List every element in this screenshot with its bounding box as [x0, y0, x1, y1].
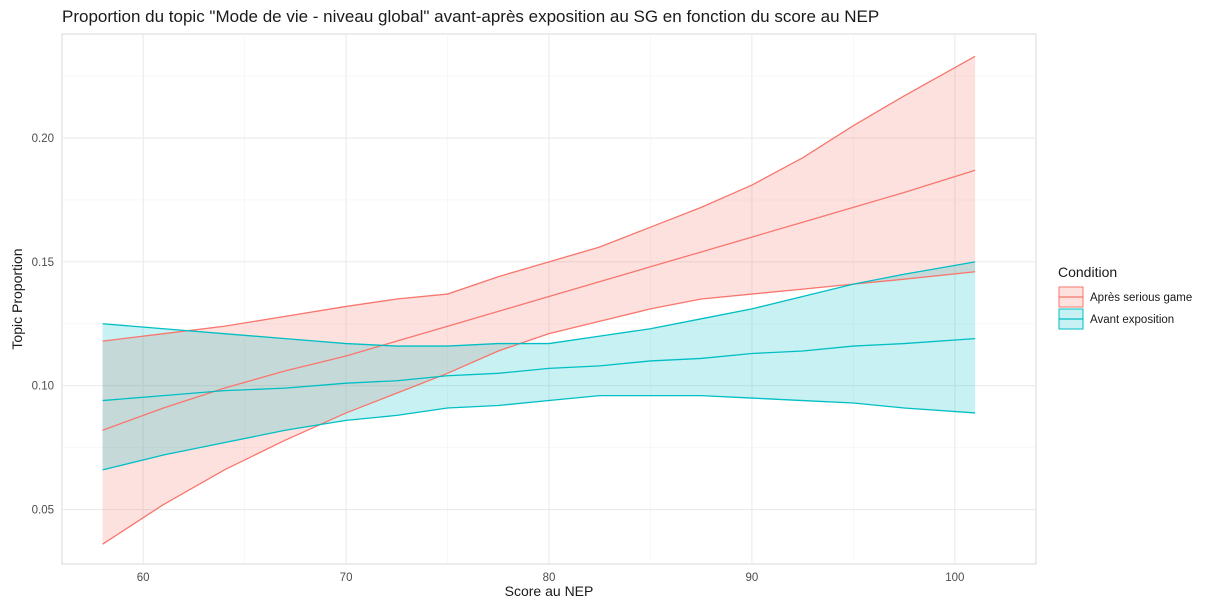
- y-axis-ticks: 0.05 0.10 0.15 0.20: [32, 133, 54, 516]
- ribbons: [102, 56, 976, 545]
- ribbon-avant-exposition: [102, 261, 976, 470]
- x-axis-ticks: 60 70 80 90 100: [137, 572, 965, 584]
- upper-bound-avant-exposition: [102, 261, 976, 347]
- y-tick-label: 0.20: [32, 133, 54, 145]
- chart-title: Proportion du topic "Mode de vie - nivea…: [62, 7, 879, 26]
- legend: Condition Après serious game Avant exposi…: [1058, 264, 1192, 330]
- x-tick-label: 90: [746, 572, 759, 584]
- y-tick-label: 0.10: [32, 381, 54, 393]
- grid: [62, 34, 1036, 564]
- x-tick-label: 100: [945, 572, 964, 584]
- x-axis-title: Score au NEP: [505, 583, 594, 599]
- legend-label-avant-exposition: Avant exposition: [1090, 314, 1174, 326]
- x-tick-label: 80: [543, 572, 556, 584]
- lower-bound-avant-exposition: [102, 394, 976, 471]
- legend-title: Condition: [1058, 264, 1117, 280]
- legend-label-apres-serious-game: Après serious game: [1090, 292, 1192, 304]
- line-apres-serious-game: [102, 169, 976, 431]
- y-tick-label: 0.05: [32, 505, 54, 517]
- x-tick-label: 70: [340, 572, 353, 584]
- lines: [102, 55, 976, 545]
- ribbon-apres-serious-game: [102, 56, 976, 545]
- x-tick-label: 60: [137, 572, 150, 584]
- lower-bound-apres-serious-game: [102, 271, 976, 545]
- upper-bound-apres-serious-game: [102, 55, 976, 342]
- line-avant-exposition: [102, 337, 976, 402]
- y-tick-label: 0.15: [32, 257, 54, 269]
- y-axis-title: Topic Proportion: [9, 248, 25, 349]
